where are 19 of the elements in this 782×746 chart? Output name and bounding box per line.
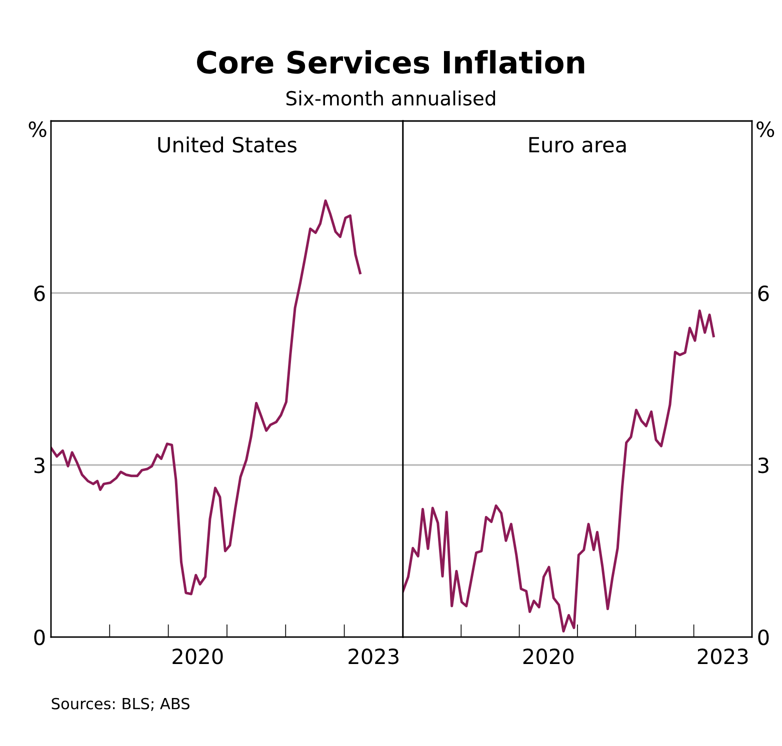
y-tick-label: 0 <box>758 629 769 646</box>
text: United States <box>158 136 296 153</box>
y-tick-label: 6 <box>758 285 769 302</box>
x-tick-label: 2023 <box>348 648 398 664</box>
y-tick-label: 6 <box>34 285 45 302</box>
y-tick-label: 3 <box>758 457 768 474</box>
y-tick-label: 0 <box>34 629 45 646</box>
x-tick-label: 2020 <box>523 648 574 664</box>
text: Core Services Inflation <box>197 50 584 74</box>
source-note: Sources: BLS; ABS <box>52 698 190 711</box>
y-axis-title: % <box>28 121 46 138</box>
text: Euro area <box>529 137 626 153</box>
x-tick-label: 2023 <box>698 648 748 664</box>
text: Six-month annualised <box>286 90 496 106</box>
line-series <box>50 199 362 596</box>
y-tick-label: 3 <box>34 457 44 474</box>
x-tick-label: 2020 <box>172 648 223 664</box>
y-axis-title: % <box>756 121 774 138</box>
line-series <box>402 310 715 633</box>
